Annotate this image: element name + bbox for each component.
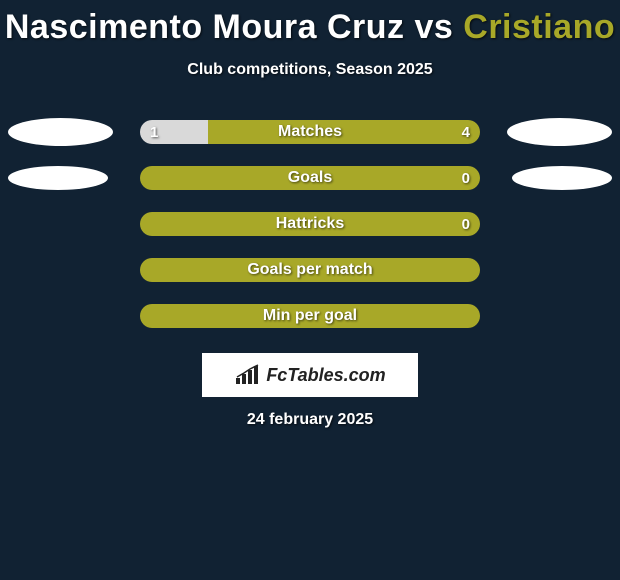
bar-right	[140, 258, 480, 282]
stat-row: Hattricks0	[0, 201, 620, 247]
bar-left	[140, 120, 208, 144]
bar-right	[140, 304, 480, 328]
page-title: Nascimento Moura Cruz vs Cristiano	[0, 0, 620, 47]
bar-container: Goals0	[140, 166, 480, 190]
stat-row: Goals0	[0, 155, 620, 201]
bar-right	[140, 166, 480, 190]
bar-container: Goals per match	[140, 258, 480, 282]
avatar-left	[8, 166, 108, 190]
bar-container: Matches14	[140, 120, 480, 144]
title-player1: Nascimento Moura Cruz	[5, 8, 405, 46]
bar-container: Hattricks0	[140, 212, 480, 236]
date-line: 24 february 2025	[0, 411, 620, 429]
stat-row: Min per goal	[0, 293, 620, 339]
avatar-left	[8, 118, 113, 146]
bar-right	[208, 120, 480, 144]
avatar-right	[512, 166, 612, 190]
logo-box: FcTables.com	[202, 353, 418, 397]
avatar-right	[507, 118, 612, 146]
subtitle: Club competitions, Season 2025	[0, 61, 620, 79]
stat-row: Goals per match	[0, 247, 620, 293]
bar-right	[140, 212, 480, 236]
bar-container: Min per goal	[140, 304, 480, 328]
bars-icon	[234, 364, 262, 386]
title-sep: vs	[405, 8, 464, 46]
comparison-chart: Matches14 Goals0 Hattricks0 Goals per match…	[0, 109, 620, 339]
stat-row: Matches14	[0, 109, 620, 155]
logo-text: FcTables.com	[266, 365, 385, 386]
title-player2: Cristiano	[463, 8, 615, 46]
